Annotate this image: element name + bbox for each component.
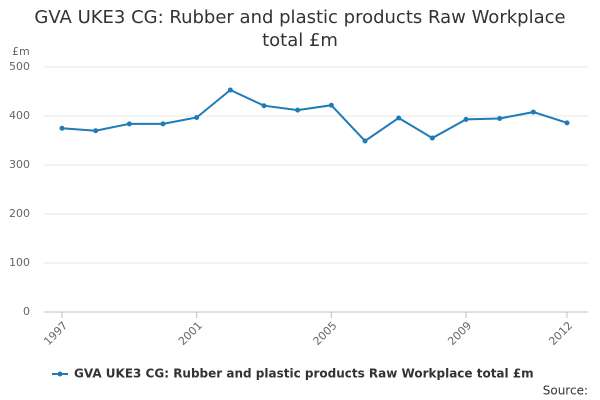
- legend-label: GVA UKE3 CG: Rubber and plastic products…: [74, 367, 534, 381]
- x-tick-label: 1997: [41, 319, 70, 348]
- point: [261, 103, 267, 109]
- y-tick-label: 100: [9, 256, 30, 269]
- point: [227, 87, 233, 93]
- series-line: [61, 88, 568, 143]
- point: [295, 107, 301, 113]
- source: Source:: [543, 384, 588, 398]
- point: [59, 125, 65, 131]
- point: [463, 116, 469, 122]
- point: [93, 128, 99, 134]
- y-axis-label: £m: [12, 45, 30, 58]
- y-tick-label: 0: [23, 305, 30, 318]
- x-tick-label: 2001: [176, 319, 205, 348]
- y-tick-label: 300: [9, 158, 30, 171]
- point: [328, 102, 334, 108]
- point: [194, 114, 200, 120]
- point: [126, 121, 132, 127]
- x-tick-label: 2012: [546, 319, 575, 348]
- point: [530, 109, 536, 115]
- y-tick-label: 400: [9, 109, 30, 122]
- legend-symbol: [57, 371, 63, 377]
- point: [497, 115, 503, 121]
- x-tick-label: 2009: [445, 319, 474, 348]
- point: [564, 120, 570, 126]
- point: [429, 135, 435, 141]
- y-tick-label: 500: [9, 60, 30, 73]
- point: [160, 121, 166, 127]
- point: [396, 115, 402, 121]
- chart-title: GVA UKE3 CG: Rubber and plastic products…: [34, 7, 566, 51]
- point: [362, 138, 368, 144]
- x-tick-label: 2005: [311, 319, 340, 348]
- y-tick-label: 200: [9, 207, 30, 220]
